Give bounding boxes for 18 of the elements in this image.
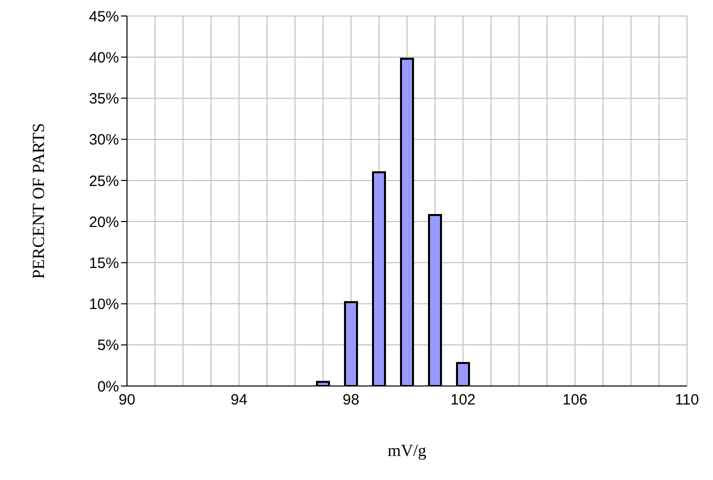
x-tick-label: 102	[450, 392, 476, 409]
y-tick-label: 30%	[88, 132, 119, 149]
y-tick-label: 25%	[88, 172, 119, 190]
x-tick-label: 98	[342, 392, 360, 409]
x-axis-title: mV/g	[388, 441, 427, 460]
y-tick-label: 0%	[97, 378, 119, 396]
x-tick-label: 106	[562, 392, 588, 409]
y-tick-label: 15%	[88, 254, 119, 272]
y-tick-label: 40%	[88, 49, 119, 66]
x-tick-label: 90	[118, 392, 136, 409]
y-tick-label: 45%	[88, 8, 119, 26]
y-tick-label: 20%	[88, 214, 119, 231]
y-tick-label: 35%	[88, 90, 119, 108]
y-tick-label: 5%	[97, 337, 119, 354]
y-tick-label: 10%	[88, 296, 119, 314]
x-tick-label: 110	[675, 392, 699, 409]
y-axis-title: PERCENT OF PARTS	[29, 123, 48, 279]
x-tick-label: 94	[230, 392, 248, 409]
